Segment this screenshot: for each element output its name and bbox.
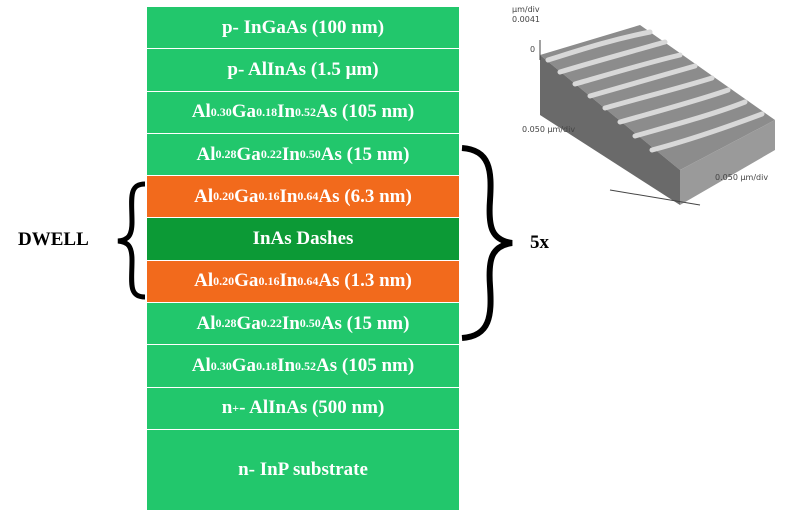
afm-image: μm/div 0.0041 0 0.050 μm/div 0.050 μm/di… <box>512 5 775 205</box>
diagram: p- InGaAs (100 nm)p- AlInAs (1.5 μm)Al0.… <box>0 0 788 510</box>
repeat-brace <box>462 148 512 338</box>
afm-y-scale: 0.050 μm/div <box>522 125 575 134</box>
afm-z-zero: 0 <box>530 45 535 54</box>
afm-z-unit: μm/div <box>512 5 540 14</box>
afm-x-scale: 0.050 μm/div <box>715 173 768 182</box>
afm-z-max: 0.0041 <box>512 15 540 24</box>
dwell-brace <box>118 184 145 297</box>
annotations: μm/div 0.0041 0 0.050 μm/div 0.050 μm/di… <box>0 0 788 510</box>
